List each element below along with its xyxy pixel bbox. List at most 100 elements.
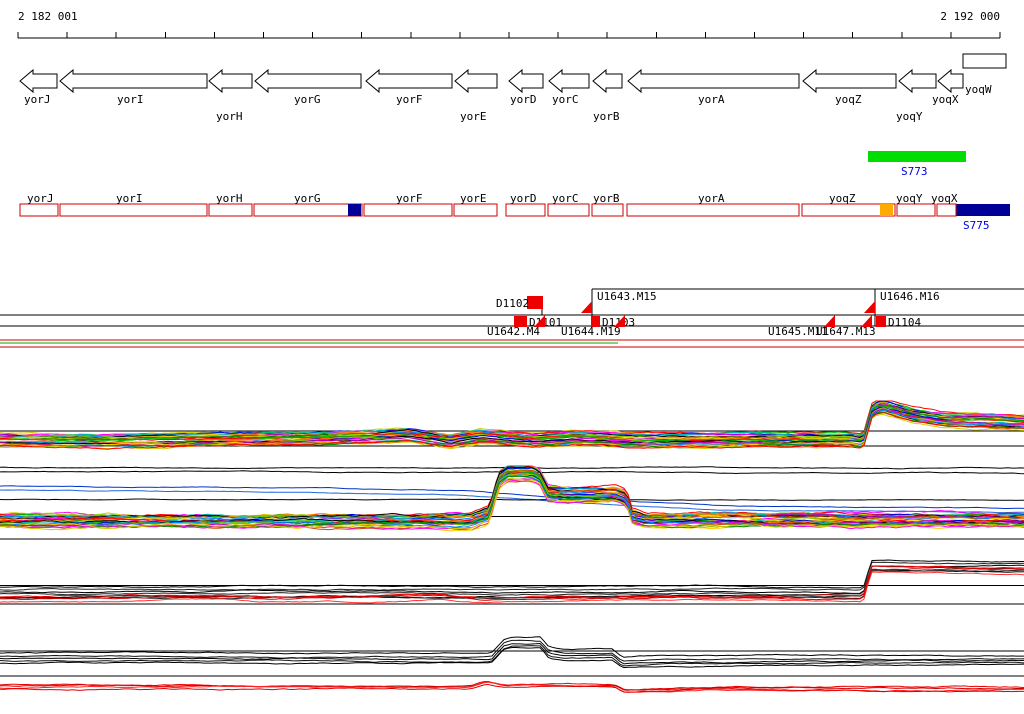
marker-pennant-U1644.M19[interactable] xyxy=(614,315,625,327)
ruler-track xyxy=(17,32,1001,39)
feature-box-yorA[interactable] xyxy=(626,203,800,217)
gene-arrow-yorF[interactable] xyxy=(365,68,453,94)
gene-arrow-yoqZ[interactable] xyxy=(802,68,897,94)
feature-box-yorI[interactable] xyxy=(59,203,208,217)
marker-pennant-U1645.M11[interactable] xyxy=(824,315,835,327)
gene-label: yorF xyxy=(396,93,423,106)
gene-arrow-yoqW[interactable] xyxy=(962,53,1007,69)
profile-line xyxy=(0,465,1024,518)
marker-label: D1104 xyxy=(888,316,921,329)
gene-arrow-yoqX[interactable] xyxy=(937,68,964,94)
gene-arrow-yoqY[interactable] xyxy=(898,68,937,94)
gene-label: yorE xyxy=(460,110,487,123)
profile-line xyxy=(0,636,1024,658)
feature-box-yorH[interactable] xyxy=(208,203,253,217)
marker-flag-D1101[interactable] xyxy=(514,316,527,327)
feature-box-yorF[interactable] xyxy=(363,203,453,217)
profile-line xyxy=(0,479,1024,530)
gene-arrow-yorH[interactable] xyxy=(208,68,253,94)
profile-line xyxy=(0,469,1024,521)
gene-arrow-yorI[interactable] xyxy=(59,68,208,94)
feature-box-label: yorC xyxy=(552,192,579,205)
marker-flag-D1103[interactable] xyxy=(591,316,600,327)
profile-line xyxy=(0,412,1024,450)
profile-line xyxy=(0,683,1024,693)
gene-arrow-yorG[interactable] xyxy=(254,68,362,94)
profile-panel-3 xyxy=(0,559,1024,605)
gene-label: yorD xyxy=(510,93,537,106)
profile-line xyxy=(0,568,1024,601)
feature-box-yorJ[interactable] xyxy=(19,203,59,217)
profile-line xyxy=(0,647,1024,669)
marker-label: U1644.M19 xyxy=(561,325,621,338)
gene-label: yorG xyxy=(294,93,321,106)
feature-box-label: yoqY xyxy=(896,192,923,205)
gene-arrow-yorJ[interactable] xyxy=(19,68,58,94)
marker-label: U1646.M16 xyxy=(880,290,940,303)
feature-box-label: yorG xyxy=(294,192,321,205)
feature-box-yorE[interactable] xyxy=(453,203,498,217)
profile-line xyxy=(0,485,1024,509)
gene-label: yoqZ xyxy=(835,93,862,106)
segment-bar-S775[interactable] xyxy=(956,204,1010,216)
segment-label: S773 xyxy=(901,165,928,178)
marker-pennant-U1643.M15[interactable] xyxy=(581,301,592,313)
feature-box-yorB[interactable] xyxy=(591,203,624,217)
feature-box-label: yorD xyxy=(510,192,537,205)
gene-arrow-yorA[interactable] xyxy=(627,68,800,94)
segments-track: S773 S775 xyxy=(868,151,1010,232)
feature-box-label: yorF xyxy=(396,192,423,205)
marker-label: U1642.M4 xyxy=(487,325,540,338)
marker-flag-D1102[interactable] xyxy=(527,296,543,309)
marker-flag-D1104[interactable] xyxy=(876,316,886,327)
gene-label: yorH xyxy=(216,110,243,123)
feature-insert[interactable] xyxy=(348,204,361,216)
gene-label: yoqX xyxy=(932,93,959,106)
feature-boxes-track: yorJ yorI yorH yorG yorF yorE yorD yorC yorB yorA… xyxy=(19,192,958,217)
ruler-end-label: 2 192 000 xyxy=(940,10,1000,23)
marker-pennant-U1647.M13[interactable] xyxy=(861,315,872,327)
feature-insert[interactable] xyxy=(880,204,893,216)
profile-line xyxy=(0,475,1024,529)
marker-label: U1643.M15 xyxy=(597,290,657,303)
marker-pennant-U1642.M4[interactable] xyxy=(534,315,545,327)
gene-label: yorI xyxy=(117,93,144,106)
profile-panel-4 xyxy=(0,636,1024,693)
gene-label: yorC xyxy=(552,93,579,106)
feature-box-label: yorA xyxy=(698,192,725,205)
gene-arrow-yorB[interactable] xyxy=(592,68,623,94)
feature-box-label: yorI xyxy=(116,192,143,205)
marker-label: D1102 xyxy=(496,297,529,310)
feature-box-label: yorB xyxy=(593,192,620,205)
profile-line xyxy=(0,645,1024,667)
feature-box-yoqY[interactable] xyxy=(896,203,936,217)
profile-line xyxy=(0,475,1024,528)
profile-line xyxy=(0,639,1024,662)
genes-track: yorJ yorI yorH yorG yorF yorE yorD yorC yorB yorA… xyxy=(19,53,1007,123)
feature-box-yorD[interactable] xyxy=(505,203,546,217)
marker-label: U1647.M13 xyxy=(816,325,876,338)
feature-box-yorC[interactable] xyxy=(547,203,590,217)
gene-arrow-yorE[interactable] xyxy=(454,68,498,94)
markers-track: D1102U1643.M15D1101U1642.M4D1103U1644.M1… xyxy=(0,288,1024,348)
profile-line xyxy=(0,498,1024,501)
expression-profiles xyxy=(0,400,1024,693)
feature-box-label: yorE xyxy=(460,192,487,205)
feature-box-yorG[interactable] xyxy=(253,203,363,217)
marker-pennant-U1646.M16[interactable] xyxy=(864,301,875,313)
profile-line xyxy=(0,411,1024,449)
profile-line xyxy=(0,406,1024,444)
gene-label: yorB xyxy=(593,110,620,123)
gene-arrow-yorD[interactable] xyxy=(508,68,544,94)
profile-line xyxy=(0,565,1024,596)
feature-box-yoqZ[interactable] xyxy=(801,203,896,217)
feature-box-yoqX[interactable] xyxy=(936,203,957,217)
profile-panel-2 xyxy=(0,465,1024,540)
feature-box-label: yorH xyxy=(216,192,243,205)
feature-box-label: yoqZ xyxy=(829,192,856,205)
profile-line xyxy=(0,477,1024,531)
gene-arrow-yorC[interactable] xyxy=(548,68,590,94)
segment-bar-S773[interactable] xyxy=(868,151,966,162)
